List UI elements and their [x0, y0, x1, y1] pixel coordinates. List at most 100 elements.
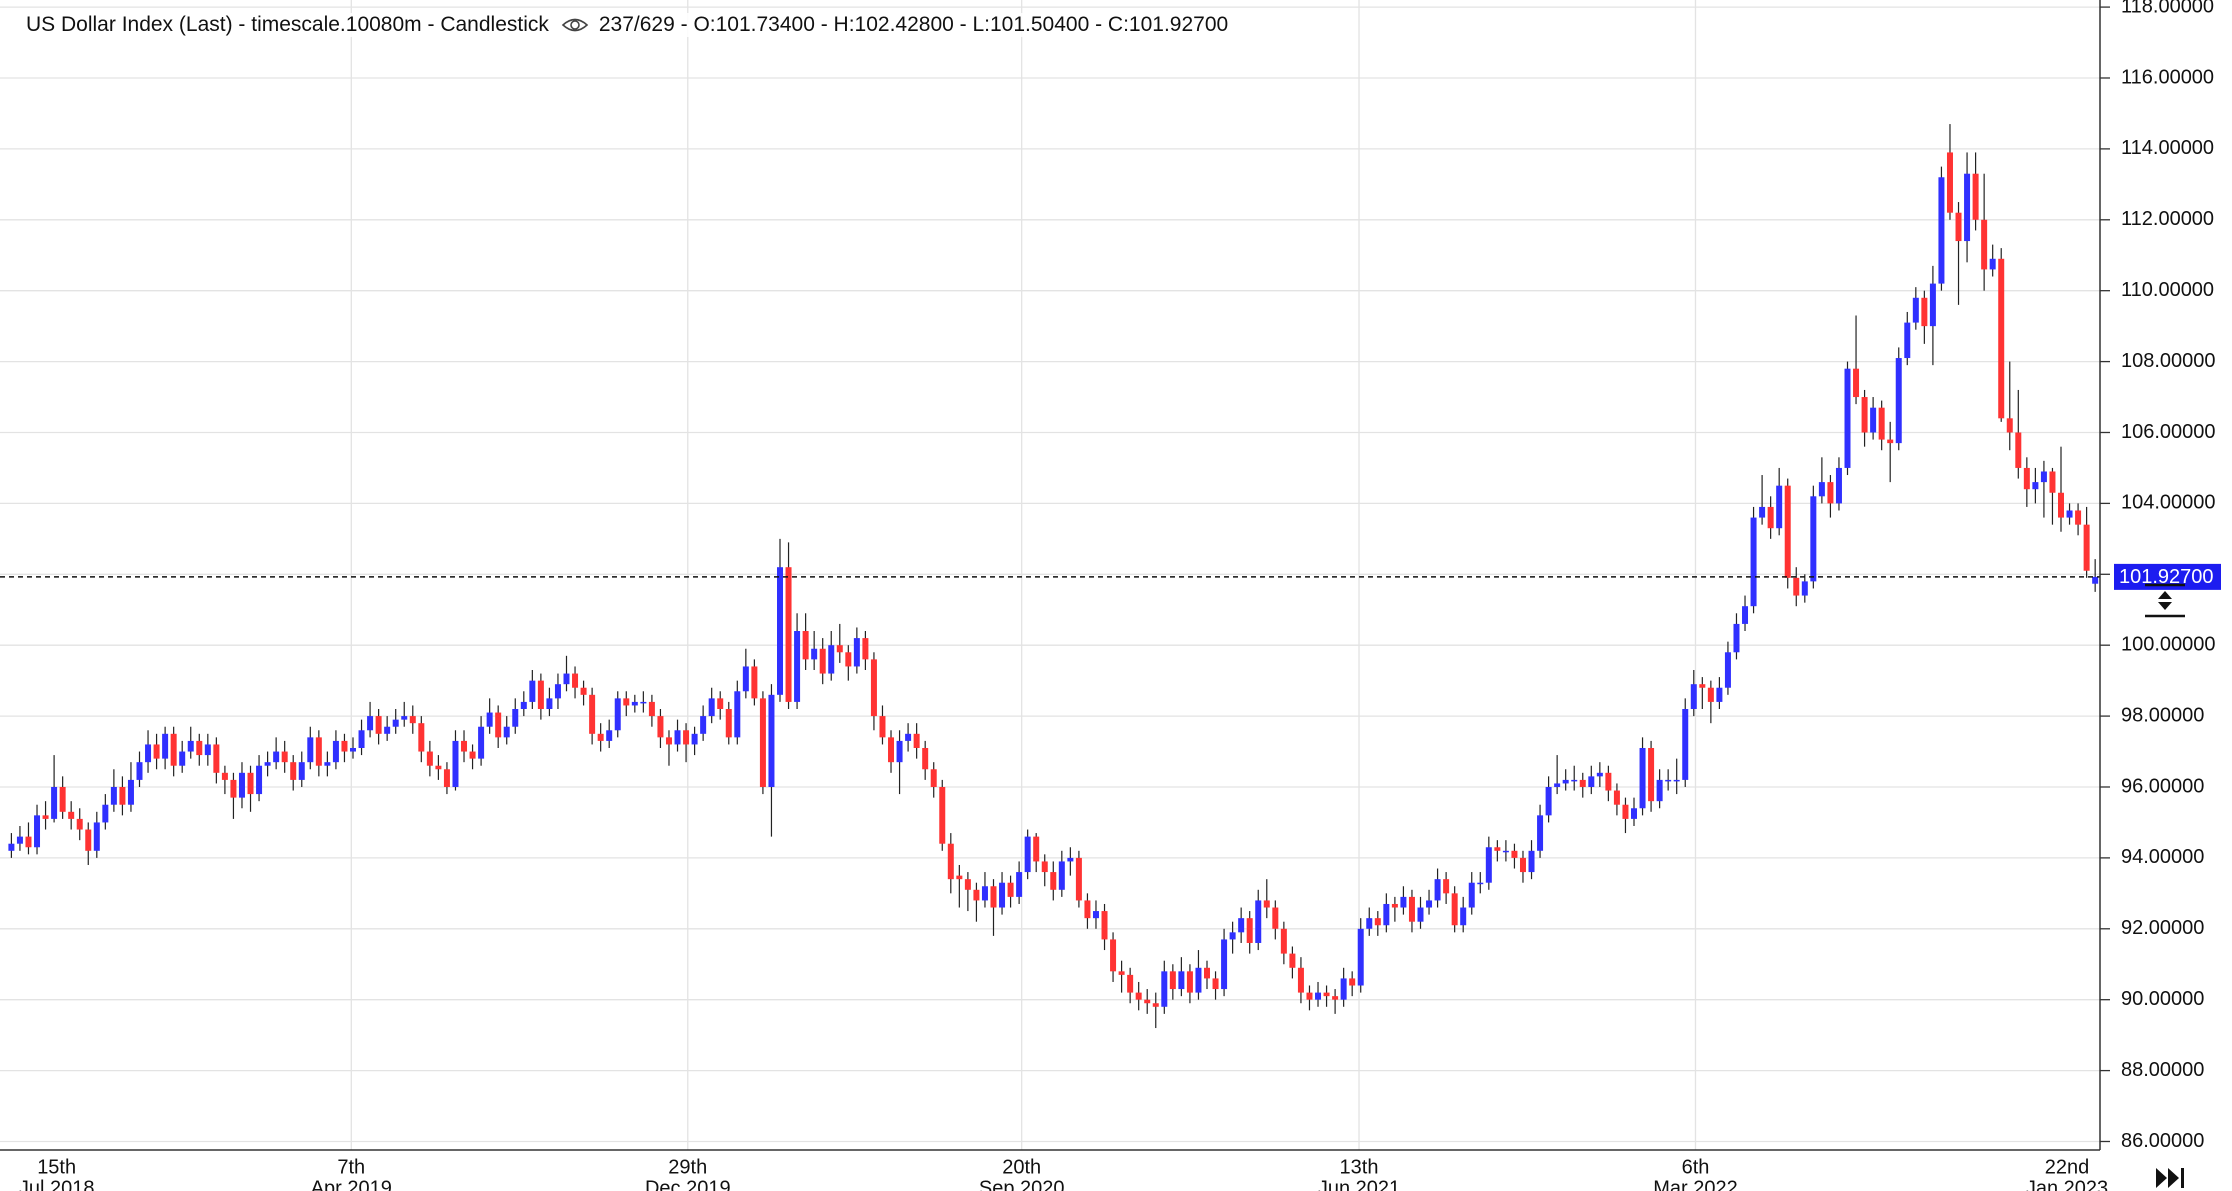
candle-body [563, 673, 570, 685]
candle-body [947, 843, 954, 880]
candle-body [1605, 772, 1612, 791]
candle-body [1870, 407, 1877, 433]
candle-body [2083, 524, 2090, 571]
candle-body [76, 818, 83, 830]
candle-body [230, 779, 237, 798]
y-tick-label: 94.00000 [2121, 846, 2204, 868]
candle-body [1024, 836, 1031, 873]
scale-handle[interactable] [2145, 583, 2185, 618]
candle-body [1733, 623, 1740, 653]
x-tick-label: 22nd [2045, 1156, 2090, 1178]
candle-body [700, 716, 707, 734]
candle-body [324, 762, 331, 766]
candle-body [1656, 779, 1663, 802]
candle-body [1554, 783, 1561, 787]
candle-body [1912, 297, 1919, 323]
candle-body [1844, 368, 1851, 468]
candle-body [1152, 1003, 1159, 1007]
candle-body [537, 680, 544, 710]
candle-body [110, 786, 117, 805]
candle-body [2006, 418, 2013, 433]
candle-body [1955, 212, 1962, 242]
candle-body [614, 698, 621, 731]
candle-body [332, 740, 339, 763]
y-tick-label: 100.00000 [2121, 633, 2216, 655]
candle-body [1904, 322, 1911, 359]
candle-body [1750, 517, 1757, 607]
candle-body [187, 740, 194, 752]
candle-body [1622, 804, 1629, 819]
candle-body [1204, 967, 1210, 979]
candle-body [1460, 907, 1467, 926]
candle-body [896, 740, 903, 763]
candle-body [1964, 173, 1971, 242]
candle-body [264, 762, 271, 766]
candle-body [1135, 992, 1142, 1000]
candle-body [1716, 687, 1723, 702]
x-tick-label: Jul 2018 [19, 1177, 95, 1191]
candle-body [845, 652, 852, 667]
candle-body [1511, 850, 1518, 858]
candle-body [1767, 506, 1774, 529]
candle-body [350, 747, 356, 752]
scroll-end-button[interactable] [2156, 1168, 2184, 1188]
candle-body [1998, 258, 2005, 419]
candle-body [759, 698, 766, 787]
y-tick-label: 86.00000 [2121, 1130, 2204, 1152]
candle-body [1485, 847, 1492, 883]
candle-body [42, 815, 49, 819]
chart-header: US Dollar Index (Last) - timescale.10080… [26, 13, 1229, 37]
x-tick-label: Dec 2019 [645, 1177, 731, 1191]
candle-body [1033, 836, 1040, 862]
candle-body [1929, 283, 1936, 327]
candle-body [777, 567, 783, 695]
candle-body [1075, 857, 1082, 901]
candle-body [2075, 510, 2082, 525]
x-tick-label: Jun 2021 [1318, 1177, 1400, 1191]
candle-body [170, 733, 177, 766]
candle-body [1477, 882, 1484, 885]
candle-body [1502, 850, 1509, 853]
y-tick-label: 106.00000 [2121, 421, 2216, 443]
candle-body [546, 698, 553, 710]
candle-body [1784, 485, 1791, 578]
candle-body [828, 645, 835, 674]
candle-body [443, 769, 450, 787]
candle-body [1545, 786, 1552, 816]
candle-body [1793, 577, 1800, 596]
candle-body [1357, 928, 1364, 986]
candle-body [1272, 907, 1279, 929]
y-tick-label: 90.00000 [2121, 988, 2204, 1010]
candle-body [512, 709, 519, 727]
candle-body [1340, 978, 1347, 1000]
y-tick-label: 98.00000 [2121, 704, 2204, 726]
candle-body [836, 645, 843, 653]
candle-body [1707, 687, 1714, 702]
candle-body [1742, 606, 1749, 624]
candle-body [1221, 939, 1228, 990]
visibility-icon[interactable] [561, 16, 589, 34]
candle-body [597, 733, 604, 741]
candle-body [1588, 776, 1595, 787]
candle-body [2066, 510, 2073, 518]
candle-body [85, 829, 92, 851]
candle-body [648, 701, 655, 717]
candle-body [802, 631, 809, 660]
candle-body [1255, 900, 1262, 943]
candle-body [1946, 152, 1953, 213]
candle-body [1989, 258, 1996, 270]
candle-body [572, 673, 579, 688]
candle-body [1374, 918, 1381, 926]
candle-body [665, 737, 672, 745]
candle-body [204, 744, 211, 756]
candle-body [179, 751, 186, 766]
candle-body [461, 740, 468, 752]
candle-body [8, 843, 15, 851]
candle-body [25, 836, 32, 848]
candle-body [136, 762, 143, 780]
candle-body [623, 698, 630, 706]
candle-body [973, 889, 980, 901]
candle-body [1118, 971, 1125, 975]
